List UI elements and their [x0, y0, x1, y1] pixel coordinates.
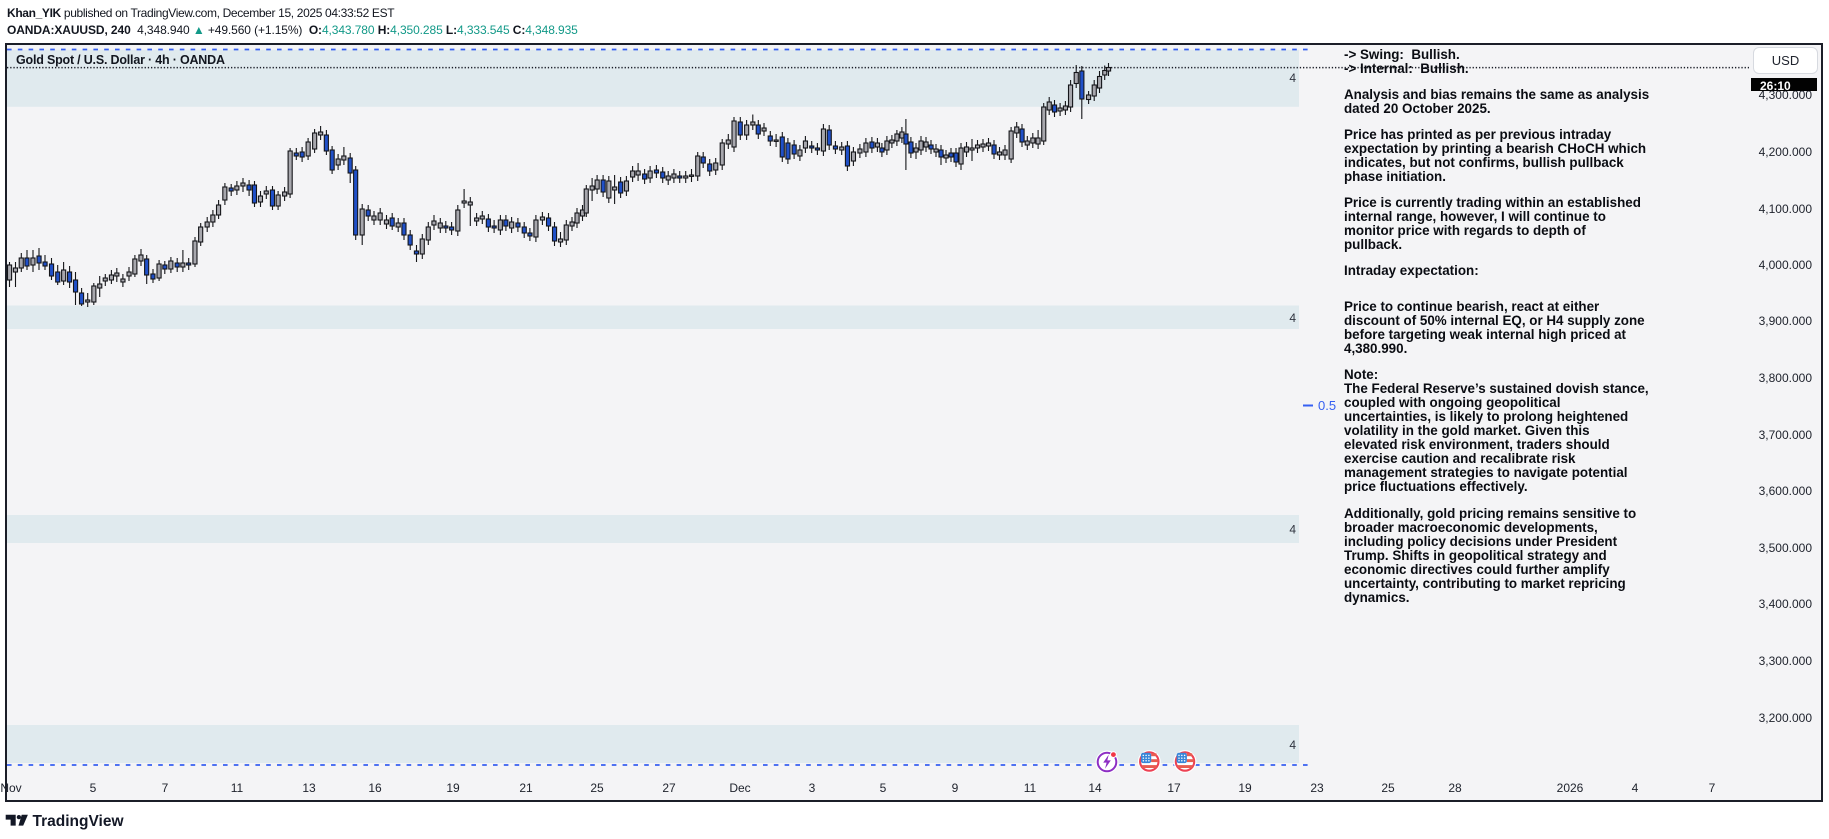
svg-text:4: 4	[1289, 71, 1296, 85]
svg-text:4: 4	[1289, 311, 1296, 325]
svg-text:0.5: 0.5	[1318, 398, 1336, 413]
svg-text:4: 4	[1289, 738, 1296, 752]
svg-text:4: 4	[1289, 523, 1296, 537]
